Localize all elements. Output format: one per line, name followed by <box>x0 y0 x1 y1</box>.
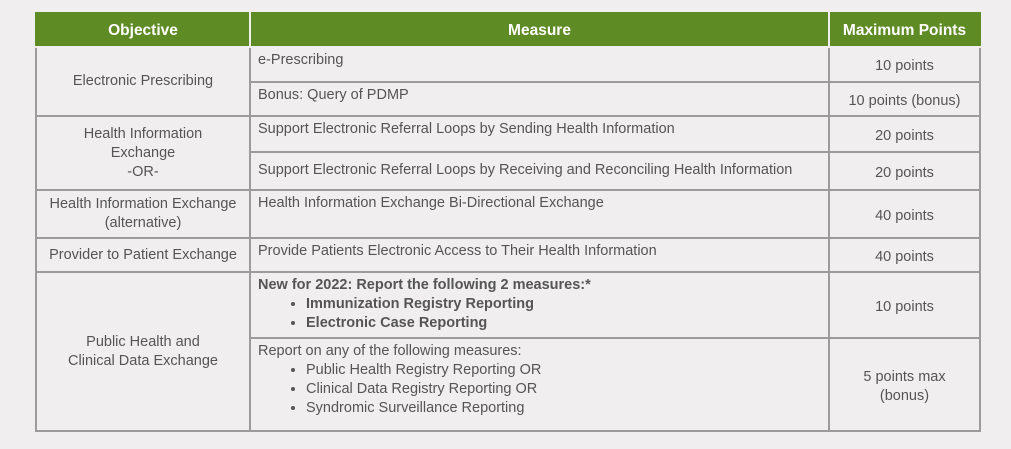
measure-patient-access: Provide Patients Electronic Access to Th… <box>249 237 830 273</box>
points-patient-access: 40 points <box>828 237 981 273</box>
list-item: Clinical Data Registry Reporting OR <box>306 380 821 399</box>
table-row: Health Information Exchange (alternative… <box>35 189 981 239</box>
list-item: Syndromic Surveillance Reporting <box>306 399 821 418</box>
objective-public-health: Public Health and Clinical Data Exchange <box>35 271 251 432</box>
list-item: Electronic Case Reporting <box>306 314 821 333</box>
points-new-for-2022: 10 points <box>828 271 981 339</box>
points-referral-receiving: 20 points <box>828 151 981 191</box>
measure-report-any-intro: Report on any of the following measures: <box>258 343 522 359</box>
points-report-any-line1: 5 points max <box>863 368 946 385</box>
header-objective: Objective <box>35 12 251 48</box>
header-measure: Measure <box>249 12 830 48</box>
measure-new-for-2022-list: Immunization Registry Reporting Electron… <box>258 295 821 333</box>
measure-report-any: Report on any of the following measures:… <box>249 337 830 432</box>
table-row: Health Information Exchange -OR- Support… <box>35 115 981 191</box>
promoting-interoperability-table: Objective Measure Maximum Points Electro… <box>35 12 981 432</box>
objective-public-health-line1: Public Health and <box>86 333 200 350</box>
points-report-any: 5 points max (bonus) <box>828 337 981 432</box>
objective-public-health-line2: Clinical Data Exchange <box>68 352 218 369</box>
objective-hie-alt-line2: (alternative) <box>104 215 182 231</box>
measure-referral-sending: Support Electronic Referral Loops by Sen… <box>249 115 830 153</box>
measure-query-pdmp: Bonus: Query of PDMP <box>249 81 830 117</box>
objective-hie-alt-line1: Health Information Exchange <box>49 196 237 212</box>
table-row: Electronic Prescribing e-Prescribing 10 … <box>35 46 981 117</box>
table-row: Bonus: Query of PDMP 10 points (bonus) <box>36 81 981 117</box>
list-item: Immunization Registry Reporting <box>306 295 821 314</box>
list-item: Public Health Registry Reporting OR <box>306 361 821 380</box>
objective-provider-to-patient: Provider to Patient Exchange <box>35 237 251 273</box>
points-report-any-line2: (bonus) <box>879 387 930 404</box>
table-row: Public Health and Clinical Data Exchange… <box>35 271 981 432</box>
measure-bidirectional-exchange: Health Information Exchange Bi-Direction… <box>249 189 830 239</box>
measure-new-for-2022-intro: New for 2022: Report the following 2 mea… <box>258 277 591 293</box>
points-e-prescribing: 10 points <box>828 46 981 83</box>
objective-hie-line2: Exchange <box>110 144 176 161</box>
points-bidirectional-exchange: 40 points <box>828 189 981 239</box>
table-row: Provider to Patient Exchange Provide Pat… <box>35 237 981 273</box>
measure-referral-receiving: Support Electronic Referral Loops by Rec… <box>249 151 830 191</box>
objective-hie-alternative: Health Information Exchange (alternative… <box>35 189 251 239</box>
measure-e-prescribing: e-Prescribing <box>249 46 830 83</box>
points-query-pdmp: 10 points (bonus) <box>828 81 981 117</box>
table-row: Support Electronic Referral Loops by Rec… <box>36 151 981 191</box>
measure-new-for-2022: New for 2022: Report the following 2 mea… <box>249 271 830 339</box>
objective-hie-line1: Health Information <box>83 125 203 142</box>
table-row: Report on any of the following measures:… <box>36 337 981 432</box>
header-row: Objective Measure Maximum Points <box>35 12 981 48</box>
objective-hie: Health Information Exchange -OR- <box>35 115 251 191</box>
points-referral-sending: 20 points <box>828 115 981 153</box>
header-max-points: Maximum Points <box>828 12 981 48</box>
objective-electronic-prescribing: Electronic Prescribing <box>35 46 251 117</box>
measure-report-any-list: Public Health Registry Reporting OR Clin… <box>258 361 821 418</box>
objective-hie-line3: -OR- <box>127 163 159 180</box>
